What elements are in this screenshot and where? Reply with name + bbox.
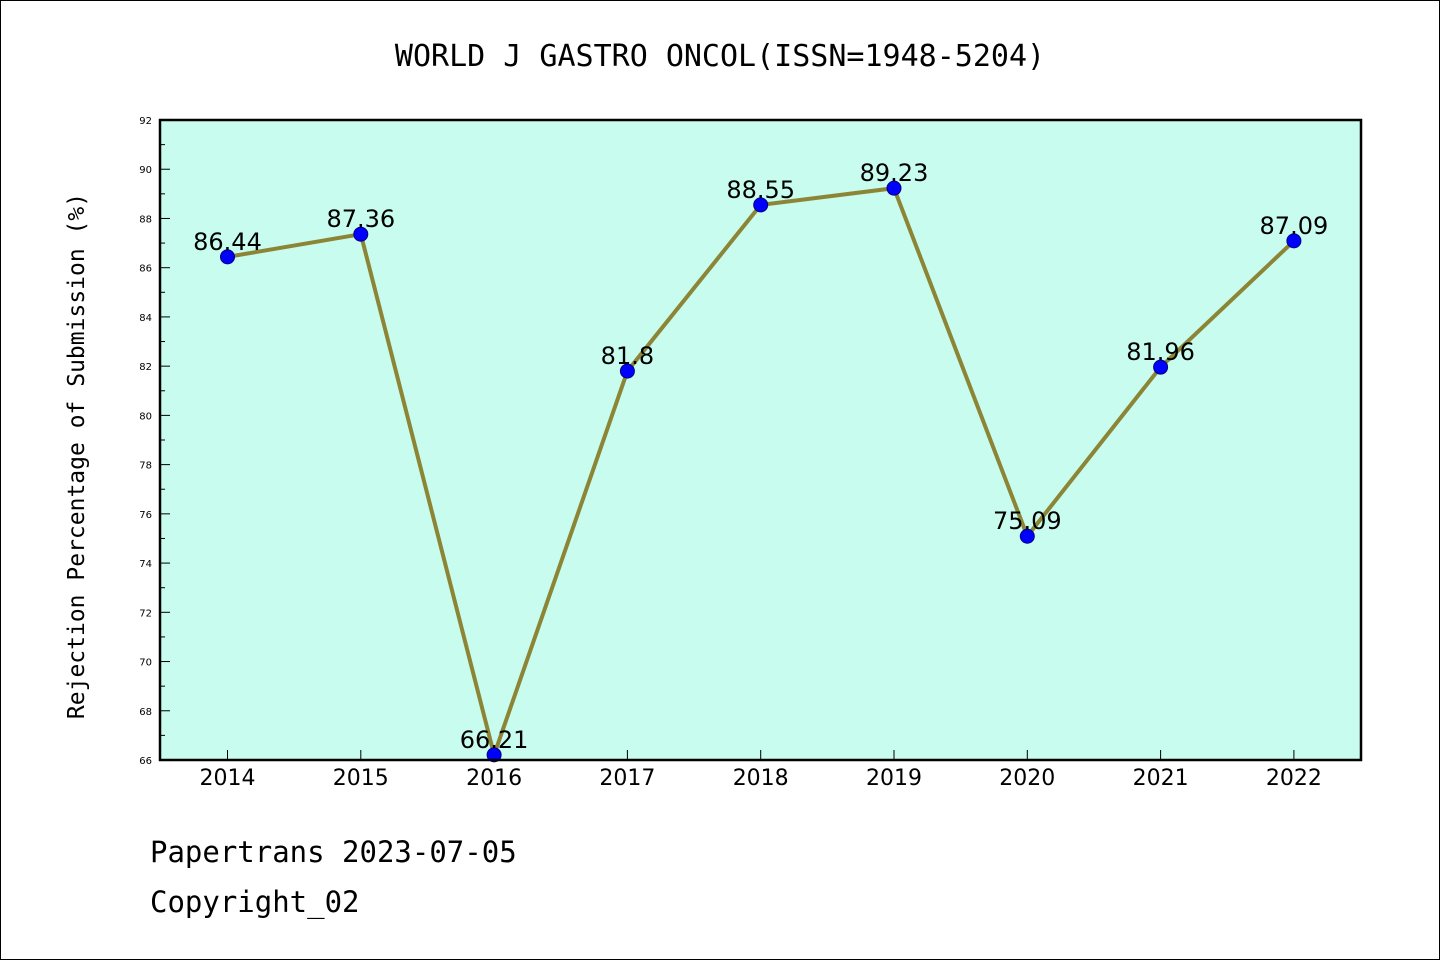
data-label: 86.44 bbox=[193, 228, 262, 256]
x-tick-label: 2016 bbox=[466, 766, 522, 791]
y-tick-label: 70 bbox=[139, 658, 152, 669]
data-label: 87.09 bbox=[1260, 212, 1329, 240]
x-tick-label: 2015 bbox=[333, 766, 389, 791]
data-label: 81.8 bbox=[601, 342, 654, 370]
y-tick-label: 66 bbox=[139, 756, 152, 767]
data-point bbox=[1019, 528, 1035, 544]
y-tick-label: 84 bbox=[139, 313, 152, 324]
x-tick-label: 2018 bbox=[733, 766, 789, 791]
y-axis-label: Rejection Percentage of Submission (%) bbox=[64, 193, 90, 719]
x-tick-label: 2017 bbox=[599, 766, 655, 791]
data-point bbox=[220, 249, 235, 265]
y-tick-label: 78 bbox=[139, 461, 152, 472]
x-tick-label: 2014 bbox=[200, 766, 256, 791]
data-point bbox=[886, 180, 902, 196]
data-label: 66.21 bbox=[460, 726, 529, 754]
plot-border bbox=[158, 118, 1363, 762]
y-tick-label: 72 bbox=[139, 608, 152, 619]
data-point bbox=[753, 197, 769, 213]
y-tick-label: 90 bbox=[139, 165, 152, 176]
data-label: 87.36 bbox=[326, 205, 395, 233]
data-markers bbox=[220, 180, 1302, 763]
chart-title: WORLD J GASTRO ONCOL(ISSN=1948-5204) bbox=[395, 39, 1045, 74]
x-tick-label: 2020 bbox=[999, 766, 1055, 791]
data-point bbox=[353, 226, 369, 242]
y-tick-label: 82 bbox=[139, 362, 152, 373]
data-label: 88.55 bbox=[726, 176, 795, 204]
footer-copyright: Copyright_02 bbox=[150, 885, 360, 919]
y-tick-label: 76 bbox=[139, 510, 152, 521]
y-tick-label: 74 bbox=[139, 559, 152, 570]
axis-ticks: 66 68 70 72 74 76 78 80 82 84 86 88 90 92 2014 2015 2016… bbox=[139, 116, 1322, 791]
y-tick-label: 86 bbox=[139, 264, 152, 275]
x-tick-label: 2019 bbox=[866, 766, 922, 791]
data-labels: 86.44 87.36 66.21 81.8 88.55 89.23 75.09 81.96 8… bbox=[193, 159, 1328, 754]
plot-area bbox=[160, 120, 1361, 760]
x-tick-label: 2022 bbox=[1266, 766, 1322, 791]
y-tick-label: 92 bbox=[139, 116, 152, 127]
data-label: 89.23 bbox=[860, 159, 929, 187]
data-label: 81.96 bbox=[1126, 338, 1195, 366]
data-point bbox=[1153, 359, 1169, 375]
data-point bbox=[1286, 233, 1302, 249]
footer-source: Papertrans 2023-07-05 bbox=[150, 835, 517, 869]
x-tick-label: 2021 bbox=[1133, 766, 1189, 791]
y-tick-label: 80 bbox=[139, 411, 152, 422]
y-tick-label: 68 bbox=[139, 707, 152, 718]
data-label: 75.09 bbox=[993, 507, 1062, 535]
data-point bbox=[619, 363, 635, 379]
y-tick-label: 88 bbox=[139, 214, 152, 225]
data-point bbox=[486, 747, 502, 763]
